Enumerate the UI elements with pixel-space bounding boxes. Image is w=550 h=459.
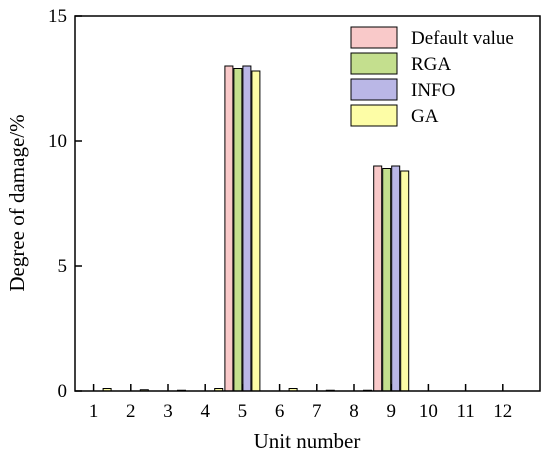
legend-label: Default value	[411, 28, 514, 49]
legend-swatch	[350, 26, 398, 49]
x-tick-label: 6	[275, 401, 285, 422]
x-tick-label: 2	[126, 401, 136, 422]
legend-swatch	[350, 104, 398, 127]
x-tick-label: 5	[238, 401, 248, 422]
bar-default-value-unit-9	[373, 165, 383, 392]
plot-frame	[74, 15, 541, 392]
legend-label: INFO	[411, 80, 455, 101]
x-tick-label: 1	[89, 401, 99, 422]
bar-ga-unit-9	[400, 170, 410, 392]
y-tick-label: 5	[58, 256, 68, 277]
y-tick-label: 10	[48, 131, 67, 152]
legend-label: GA	[411, 106, 439, 127]
bar-info-unit-5	[242, 65, 252, 392]
bar-ga-unit-5	[251, 70, 261, 392]
bar-rga-unit-5	[233, 68, 243, 392]
y-tick-label: 0	[58, 381, 68, 402]
x-tick-label: 3	[163, 401, 173, 422]
legend-label: RGA	[411, 54, 451, 75]
x-tick-label: 10	[419, 401, 438, 422]
legend-swatch	[350, 52, 398, 75]
x-axis-label: Unit number	[254, 429, 361, 453]
x-tick-label: 11	[456, 401, 474, 422]
legend-swatch	[350, 78, 398, 101]
bars-layer	[102, 65, 410, 392]
x-tick-label: 7	[312, 401, 322, 422]
legend: Default value RGA INFO GA	[350, 26, 514, 127]
bar-info-unit-9	[391, 165, 401, 392]
bar-rga-unit-9	[382, 168, 392, 392]
y-axis-label: Degree of damage/%	[5, 114, 29, 291]
x-tick-label: 4	[200, 401, 210, 422]
bar-default-value-unit-5	[224, 65, 234, 392]
x-tick-label: 9	[386, 401, 396, 422]
x-tick-label: 12	[493, 401, 512, 422]
x-tick-label: 8	[349, 401, 359, 422]
y-tick-label: 15	[48, 6, 67, 27]
